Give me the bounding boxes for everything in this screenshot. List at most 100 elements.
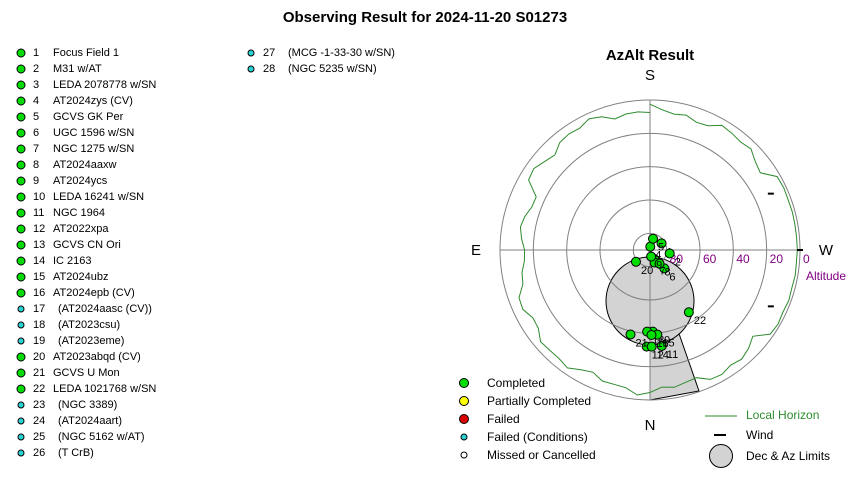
target-name: GCVS U Mon	[53, 367, 120, 379]
target-name: GCVS GK Per	[53, 111, 124, 123]
target-number: 5	[33, 111, 40, 123]
target-name: AT2024ubz	[53, 271, 109, 283]
failed-conditions-status-icon	[17, 321, 25, 329]
horizon-legend-icon	[705, 415, 737, 417]
completed-status-icon	[16, 128, 26, 138]
failed-conditions-status-icon	[247, 49, 255, 57]
target-point-label: 12	[652, 350, 664, 362]
target-name: IC 2163	[53, 255, 92, 267]
target-name: (NGC 3389)	[58, 399, 118, 411]
completed-status-icon	[16, 160, 26, 170]
target-number: 10	[33, 191, 46, 203]
target-number: 17	[33, 303, 46, 315]
completed-status-icon	[16, 224, 26, 234]
target-number: 3	[33, 79, 40, 91]
target-number: 18	[33, 319, 46, 331]
target-number: 1	[33, 47, 40, 59]
completed-status-icon	[16, 288, 26, 298]
legend-failed-conditions-label: Failed (Conditions)	[487, 430, 588, 444]
target-number: 8	[33, 159, 40, 171]
direction-north: N	[645, 417, 656, 434]
target-name: LEDA 2078778 w/SN	[53, 79, 157, 91]
target-name: Focus Field 1	[53, 47, 120, 59]
target-point	[683, 307, 694, 318]
target-number: 24	[33, 415, 46, 427]
completed-status-icon	[16, 208, 26, 218]
target-number: 25	[33, 431, 46, 443]
completed-status-icon	[16, 112, 26, 122]
partial-marker-icon	[459, 396, 469, 406]
completed-status-icon	[16, 48, 26, 58]
target-number: 22	[33, 383, 46, 395]
target-number: 12	[33, 223, 46, 235]
altitude-tick-label: 0	[803, 252, 810, 266]
target-point-label: 15	[662, 338, 674, 350]
target-point	[646, 341, 657, 352]
completed-status-icon	[16, 384, 26, 394]
altitude-tick-label: 20	[770, 252, 784, 266]
target-point-label: 7	[660, 266, 666, 278]
target-name: AT2024epb (CV)	[53, 287, 135, 299]
completed-status-icon	[16, 64, 26, 74]
target-name: (AT2023csu)	[58, 319, 121, 331]
target-name: (T CrB)	[58, 447, 94, 459]
completed-status-icon	[16, 240, 26, 250]
target-number: 16	[33, 287, 46, 299]
legend-failed-label: Failed	[487, 412, 520, 426]
limits-legend-icon	[709, 444, 733, 468]
target-point	[630, 256, 641, 267]
target-name: M31 w/AT	[53, 63, 102, 75]
completed-status-icon	[16, 368, 26, 378]
horizon-line	[518, 103, 798, 396]
failed-conditions-status-icon	[17, 449, 25, 457]
target-point-label: 22	[694, 315, 706, 327]
altitude-label: Altitude	[806, 269, 846, 283]
legend-partial-label: Partially Completed	[487, 394, 592, 408]
target-number: 19	[33, 335, 46, 347]
target-point-label: 21	[636, 337, 648, 349]
target-number: 14	[33, 255, 46, 267]
completed-status-icon	[16, 256, 26, 266]
failed-conditions-status-icon	[17, 337, 25, 345]
missed-marker-icon	[460, 451, 468, 459]
target-point-label: 6	[669, 271, 675, 283]
target-point	[646, 329, 657, 340]
completed-status-icon	[16, 176, 26, 186]
direction-west: W	[819, 242, 834, 259]
altitude-tick-label: 40	[736, 252, 750, 266]
target-name: (AT2024aasc (CV))	[58, 303, 152, 315]
legend-missed-label: Missed or Cancelled	[487, 448, 596, 462]
target-number: 7	[33, 143, 40, 155]
completed-status-icon	[16, 96, 26, 106]
target-number: 11	[33, 207, 45, 219]
target-point-label: 14	[657, 350, 669, 362]
legend-horizon-label: Local Horizon	[746, 408, 820, 422]
altitude-tick-label: 60	[703, 252, 717, 266]
target-number: 15	[33, 271, 46, 283]
target-point	[648, 233, 659, 244]
target-number: 6	[33, 127, 40, 139]
target-name: AT2023abqd (CV)	[53, 351, 141, 363]
target-name: (AT2024aart)	[58, 415, 122, 427]
legend-limits-label: Dec & Az Limits	[746, 449, 831, 463]
target-name: GCVS CN Ori	[53, 239, 121, 251]
completed-status-icon	[16, 80, 26, 90]
target-number: 9	[33, 175, 40, 187]
target-name: NGC 1964	[53, 207, 105, 219]
target-point-label: 2	[675, 256, 681, 268]
direction-east: E	[471, 242, 481, 259]
failed-conditions-status-icon	[17, 433, 25, 441]
wind-markers	[767, 192, 803, 308]
target-name: (NGC 5235 w/SN)	[288, 63, 377, 75]
completed-status-icon	[16, 144, 26, 154]
target-number: 2	[33, 63, 40, 75]
direction-south: S	[645, 67, 655, 84]
target-name: LEDA 16241 w/SN	[53, 191, 145, 203]
target-point	[654, 258, 665, 269]
failed-marker-icon	[459, 414, 469, 424]
target-point	[625, 329, 636, 340]
target-points: 12345678910111213141516202122	[625, 233, 706, 362]
chart-title: AzAlt Result	[606, 47, 694, 64]
target-name: AT2022xpa	[53, 223, 109, 235]
